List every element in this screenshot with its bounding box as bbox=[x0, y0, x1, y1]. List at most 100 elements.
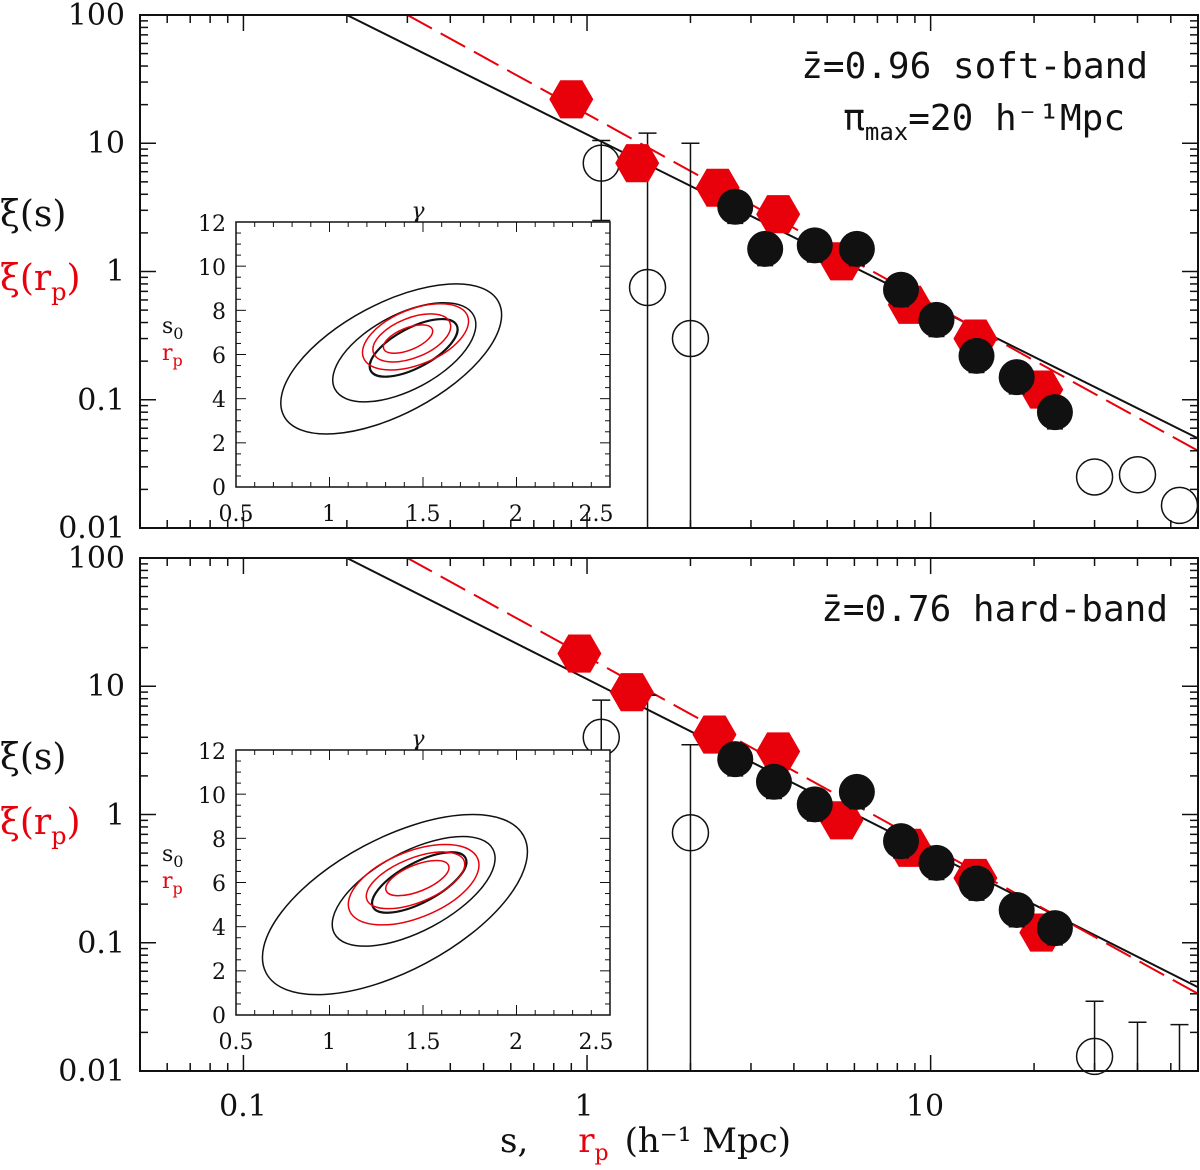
xi-s-filled-point bbox=[796, 227, 833, 264]
black-confidence-contour bbox=[370, 851, 468, 914]
inset-x-tick-label: 2.5 bbox=[579, 1030, 614, 1055]
bottom-y-tick-labels: 100 10 1 0.1 0.01 bbox=[58, 541, 125, 1089]
inset-x-tick-label: 2.5 bbox=[579, 502, 614, 527]
inset-y-label-s0: s0 bbox=[162, 842, 183, 871]
inset-y-tick-label: 0 bbox=[212, 476, 226, 501]
xi-s-filled-point bbox=[958, 337, 995, 374]
xi-rp-hexagon-point bbox=[609, 673, 654, 712]
black-confidence-contour bbox=[331, 301, 477, 403]
red-confidence-contour bbox=[385, 859, 450, 897]
y-tick-label: 0.1 bbox=[77, 926, 125, 961]
red-confidence-contour bbox=[347, 843, 480, 926]
inset-x-tick-label: 0.5 bbox=[219, 502, 254, 527]
inset-x-tick-label: 2 bbox=[509, 1030, 523, 1055]
y-tick-label: 0.01 bbox=[58, 1054, 125, 1089]
inset-y-tick-label: 10 bbox=[198, 784, 226, 809]
x-tick-labels: 0.1 1 10 bbox=[219, 1089, 944, 1124]
inset-x-tick-labels: 0.5 1 1.5 2 2.5 bbox=[219, 502, 614, 527]
red-confidence-contour bbox=[365, 851, 466, 910]
x-axis-label: s, rp (h⁻¹ Mpc) bbox=[500, 1121, 791, 1166]
red-confidence-contour bbox=[382, 324, 434, 354]
inset-x-tick-labels: 0.5 1 1.5 2 2.5 bbox=[219, 1030, 614, 1055]
xi-s-open-point bbox=[1118, 456, 1157, 494]
inset-y-tick-label: 2 bbox=[212, 432, 226, 457]
xi-s-filled-point bbox=[883, 271, 920, 308]
xi-s-filled-point bbox=[755, 763, 792, 800]
xi-s-filled-point bbox=[717, 741, 754, 778]
inset-y-tick-label: 6 bbox=[212, 872, 226, 897]
y-axis-label-xi-s: ξ(s) bbox=[0, 737, 66, 778]
y-tick-label: 10 bbox=[87, 126, 125, 161]
y-axis-label-xi-s: ξ(s) bbox=[0, 194, 66, 235]
inset-x-title: γ bbox=[411, 727, 425, 752]
xi-rp-hexagon-point bbox=[615, 144, 660, 183]
xi-s-open-point bbox=[1075, 1037, 1114, 1076]
xi-s-filled-point bbox=[918, 844, 955, 881]
bottom-annotation-redshift: z̄=0.76 hard-band bbox=[821, 589, 1168, 630]
black-confidence-contour bbox=[368, 317, 459, 378]
top-panel-marks bbox=[346, 14, 1199, 528]
xi-s-filled-point bbox=[838, 773, 875, 810]
y-tick-label: 0.1 bbox=[77, 383, 125, 418]
inset-y-tick-label: 2 bbox=[212, 960, 226, 985]
red-confidence-contour bbox=[361, 302, 470, 371]
inset-y-tick-label: 4 bbox=[212, 388, 226, 413]
y-tick-label: 0.01 bbox=[58, 511, 125, 546]
inset-y-tick-label: 4 bbox=[212, 916, 226, 941]
top-annotation-pimax: πmax=20 h⁻¹Mpc bbox=[843, 98, 1125, 146]
inset-x-tick-label: 1 bbox=[322, 1030, 336, 1055]
top-annotation-redshift: z̄=0.96 soft-band bbox=[801, 46, 1148, 87]
inset-y-label-rp: rp bbox=[162, 869, 183, 898]
top-y-tick-labels: 100 10 1 0.1 0.01 bbox=[58, 0, 125, 546]
y-tick-label: 1 bbox=[106, 254, 125, 289]
xi-s-open-point bbox=[582, 144, 621, 182]
bottom-inset-contours: γ 0.5 1 1.5 2 2.5 0 2 4 6 8 10 12 s0 rp bbox=[162, 727, 614, 1055]
top-panel-ticks bbox=[139, 15, 1199, 529]
inset-ticks bbox=[235, 221, 611, 488]
inset-y-tick-labels: 0 2 4 6 8 10 12 bbox=[198, 740, 226, 1029]
inset-contour-marks bbox=[280, 283, 503, 435]
xi-s-filled-point bbox=[883, 823, 920, 860]
xi-s-filled-point bbox=[998, 359, 1035, 396]
xi-s-filled-point bbox=[1036, 394, 1073, 431]
inset-x-tick-label: 2 bbox=[509, 502, 523, 527]
red-confidence-contour bbox=[372, 313, 452, 363]
inset-y-tick-labels: 0 2 4 6 8 10 12 bbox=[198, 212, 226, 501]
x-tick-label: 10 bbox=[906, 1089, 944, 1124]
xi-s-open-point bbox=[628, 268, 667, 307]
inset-y-tick-label: 0 bbox=[212, 1004, 226, 1029]
x-tick-label: 1 bbox=[574, 1089, 593, 1124]
xi-rp-hexagon-point bbox=[557, 634, 602, 673]
xi-rp-hexagon-point bbox=[549, 80, 594, 119]
top-panel: 100 10 1 0.1 0.01 ξ(s) ξ(rp) z̄=0.96 sof… bbox=[0, 0, 1199, 546]
xi-s-filled-point bbox=[1036, 910, 1073, 947]
xi-s-open-point bbox=[1075, 458, 1114, 496]
xi-s-filled-point bbox=[747, 230, 784, 267]
inset-ticks bbox=[235, 749, 611, 1016]
inset-y-tick-label: 12 bbox=[198, 740, 226, 765]
inset-contour-marks bbox=[261, 813, 529, 996]
x-tick-label: 0.1 bbox=[219, 1089, 267, 1124]
xi-s-filled-point bbox=[918, 301, 955, 338]
inset-y-tick-label: 12 bbox=[198, 212, 226, 237]
inset-y-tick-label: 10 bbox=[198, 256, 226, 281]
xi-s-open-point bbox=[671, 814, 710, 852]
bottom-panel-ticks bbox=[139, 558, 1199, 1072]
black-confidence-contour bbox=[280, 283, 503, 435]
xi-rp-hexagon-point bbox=[756, 732, 801, 771]
y-tick-label: 1 bbox=[106, 798, 125, 833]
top-inset-contours: γ 0.5 1 1.5 2 2.5 0 2 4 6 8 10 12 s0 rp bbox=[162, 199, 614, 527]
inset-y-tick-label: 8 bbox=[212, 300, 226, 325]
xi-s-open-point bbox=[1160, 486, 1199, 525]
inset-background bbox=[236, 750, 610, 1015]
inset-x-tick-label: 1.5 bbox=[406, 1030, 441, 1055]
y-tick-label: 100 bbox=[68, 0, 125, 33]
inset-x-tick-label: 1.5 bbox=[406, 502, 441, 527]
black-confidence-contour bbox=[261, 813, 529, 996]
inset-y-label-s0: s0 bbox=[162, 314, 183, 343]
bottom-panel: 100 10 1 0.1 0.01 ξ(s) ξ(rp) z̄=0.76 har… bbox=[0, 541, 1199, 1089]
y-axis-label-xi-rp: ξ(rp) bbox=[0, 802, 81, 850]
xi-s-open-point bbox=[671, 319, 710, 358]
xi-s-filled-point bbox=[838, 230, 875, 267]
